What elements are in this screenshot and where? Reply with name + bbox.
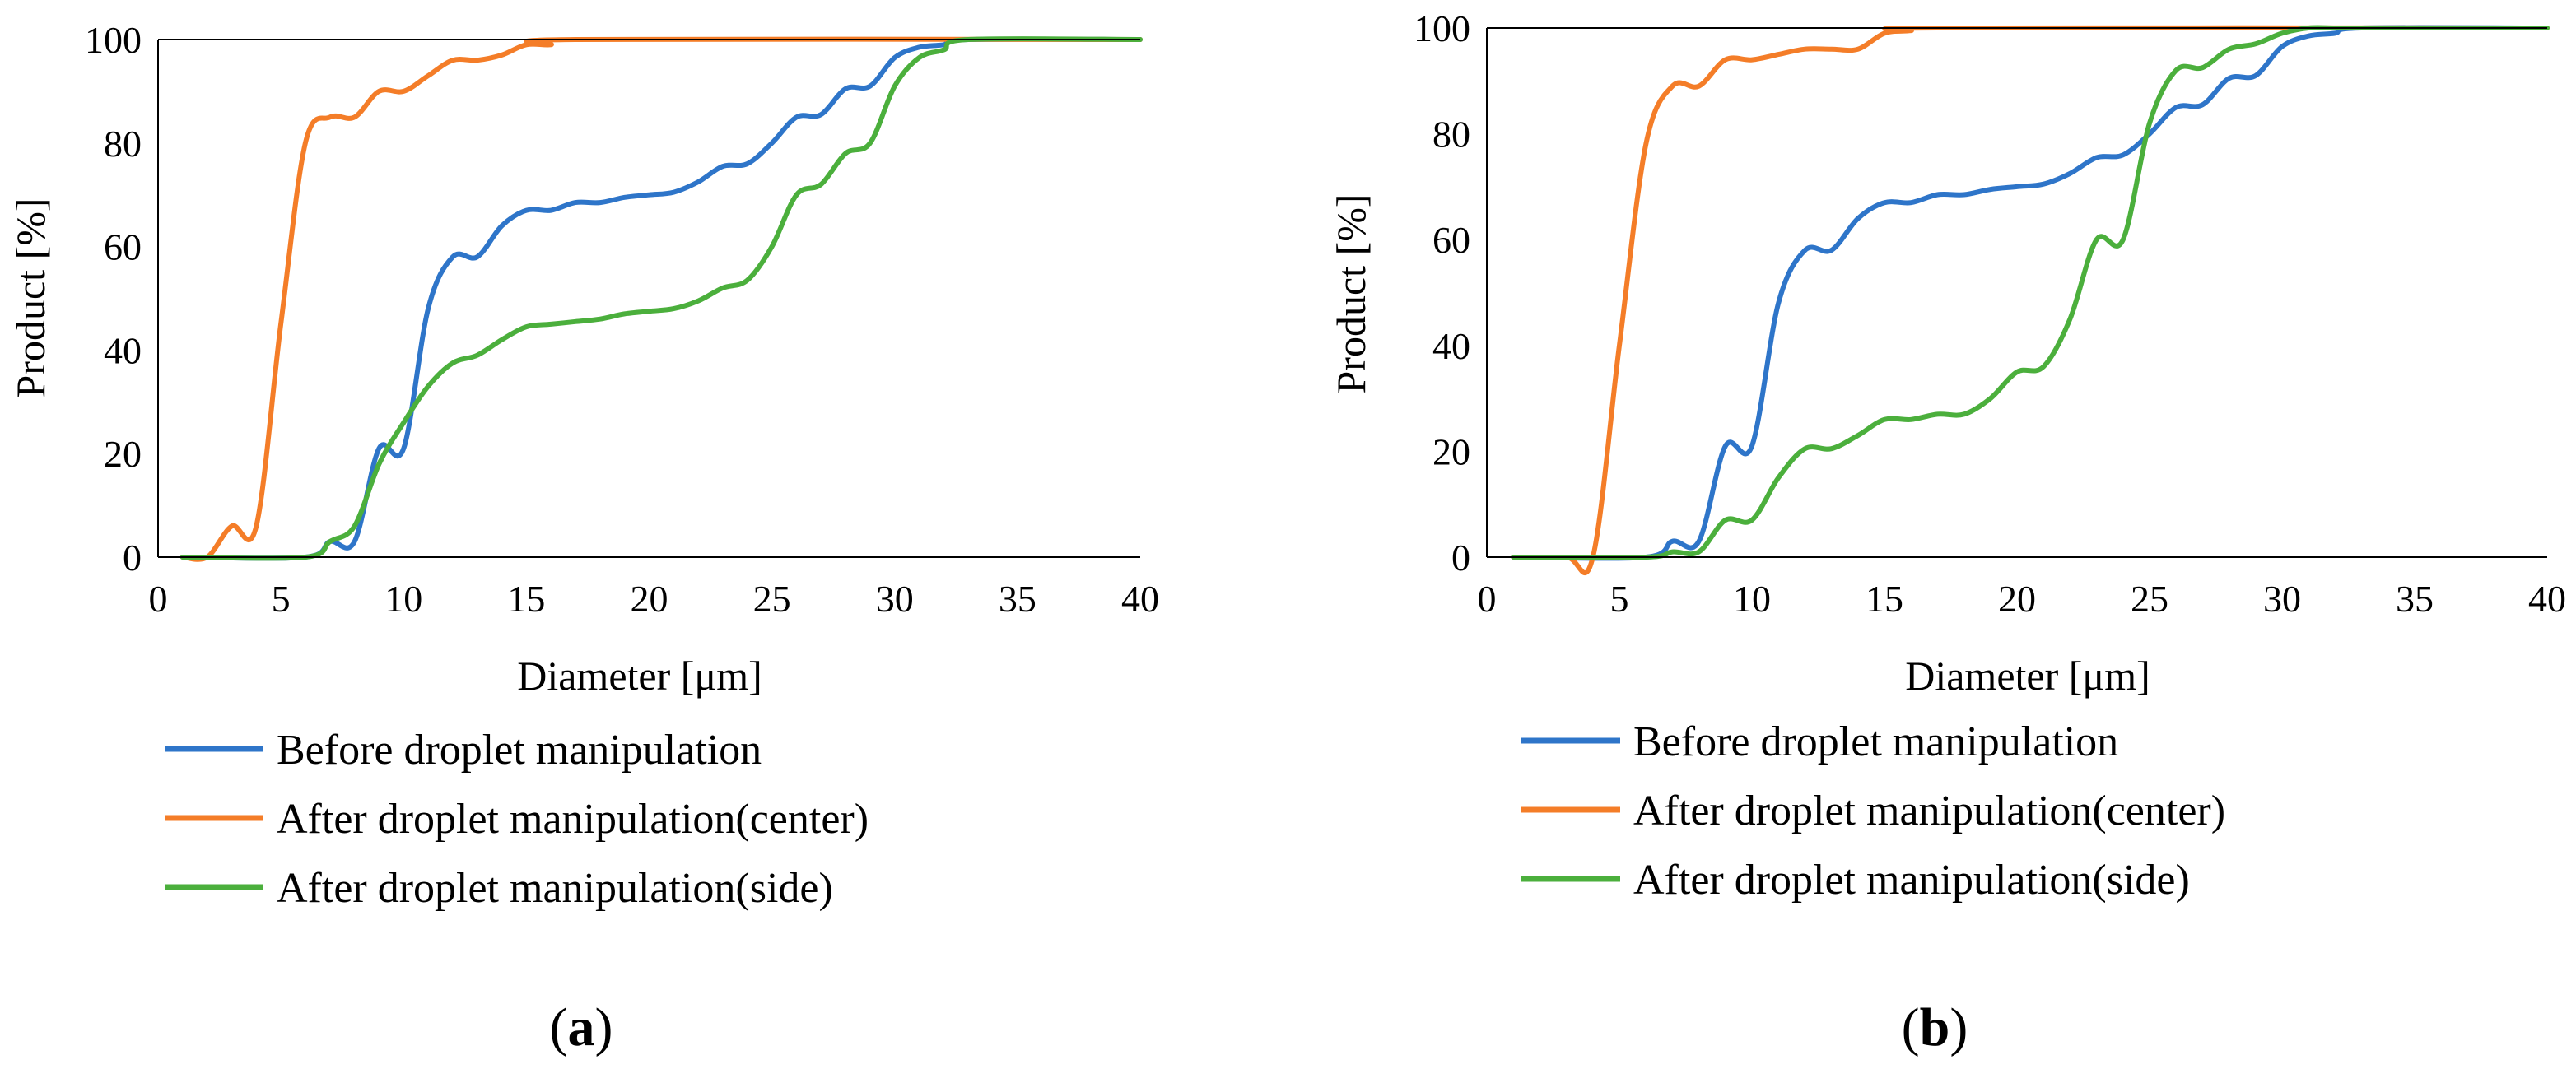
y-tick-label-a: 60 bbox=[104, 226, 142, 268]
x-tick-label-b: 5 bbox=[1610, 578, 1629, 620]
y-tick-label-a: 100 bbox=[85, 19, 142, 61]
series-line-b-2 bbox=[1511, 25, 2550, 560]
x-tick-label-b: 0 bbox=[1478, 578, 1497, 620]
x-tick-label-a: 15 bbox=[507, 578, 545, 620]
legend-label-b-2: After droplet manipulation(side) bbox=[1633, 857, 2190, 904]
x-tick-label-a: 20 bbox=[631, 578, 668, 620]
y-axis-title-a: Product [%] bbox=[7, 198, 54, 398]
x-axis-title-a: Diameter [μm] bbox=[517, 653, 762, 699]
panel-label-b: (b) bbox=[1902, 997, 1968, 1057]
y-tick-label-b: 20 bbox=[1432, 430, 1470, 472]
x-tick-label-b: 30 bbox=[2263, 578, 2301, 620]
axes-a: 0 5 10 15 20 25 30 35 40 0 20 40 60 80 100 bbox=[85, 19, 1159, 620]
x-tick-label-a: 5 bbox=[272, 578, 291, 620]
x-tick-label-a: 40 bbox=[1121, 578, 1159, 620]
y-tick-label-b: 60 bbox=[1432, 219, 1470, 261]
legend-label-b-1: After droplet manipulation(center) bbox=[1633, 788, 2225, 834]
series-line-a-2 bbox=[179, 36, 1143, 561]
y-tick-label-b: 80 bbox=[1432, 114, 1470, 156]
y-tick-label-a: 0 bbox=[123, 537, 142, 579]
x-tick-label-b: 25 bbox=[2131, 578, 2168, 620]
y-tick-label-b: 0 bbox=[1451, 537, 1470, 579]
x-tick-label-a: 0 bbox=[149, 578, 168, 620]
legend-label-b-0: Before droplet manipulation bbox=[1633, 718, 2118, 765]
series-line-b-0 bbox=[1511, 25, 2550, 561]
legend-label-a-0: Before droplet manipulation bbox=[277, 727, 762, 774]
x-tick-label-b: 40 bbox=[2528, 578, 2566, 620]
x-tick-label-b: 20 bbox=[1998, 578, 2036, 620]
plot-area-b bbox=[1511, 25, 2550, 575]
y-tick-label-b: 100 bbox=[1414, 7, 1470, 49]
y-tick-label-b: 40 bbox=[1432, 325, 1470, 367]
x-tick-label-a: 35 bbox=[999, 578, 1036, 620]
x-tick-label-b: 35 bbox=[2396, 578, 2434, 620]
chart-panel-b: 0 5 10 15 20 25 30 35 40 0 20 40 60 80 100 Diameter [μ… bbox=[1328, 7, 2566, 1057]
x-tick-label-a: 10 bbox=[384, 578, 422, 620]
x-tick-label-a: 25 bbox=[753, 578, 791, 620]
plot-area-a bbox=[179, 36, 1143, 562]
series-line-b-1 bbox=[1511, 25, 2550, 575]
legend-b: Before droplet manipulation After droplet… bbox=[1521, 718, 2225, 904]
legend-label-a-2: After droplet manipulation(side) bbox=[277, 865, 833, 912]
y-tick-label-a: 80 bbox=[104, 123, 142, 165]
x-tick-label-b: 15 bbox=[1866, 578, 1903, 620]
y-axis-title-b: Product [%] bbox=[1328, 194, 1374, 394]
y-tick-label-a: 40 bbox=[104, 329, 142, 371]
series-line-a-1 bbox=[179, 36, 1143, 562]
legend-a: Before droplet manipulation After droplet… bbox=[165, 727, 869, 912]
x-tick-label-b: 10 bbox=[1733, 578, 1771, 620]
chart-panel-a: 0 5 10 15 20 25 30 35 40 0 20 40 60 80 100 Diameter [μ… bbox=[7, 19, 1159, 1057]
legend-label-a-1: After droplet manipulation(center) bbox=[277, 796, 869, 843]
x-tick-label-a: 30 bbox=[876, 578, 914, 620]
x-axis-title-b: Diameter [μm] bbox=[1905, 653, 2150, 699]
panel-label-a: (a) bbox=[550, 997, 613, 1057]
y-tick-label-a: 20 bbox=[104, 433, 142, 475]
axes-b: 0 5 10 15 20 25 30 35 40 0 20 40 60 80 100 bbox=[1414, 7, 2566, 620]
